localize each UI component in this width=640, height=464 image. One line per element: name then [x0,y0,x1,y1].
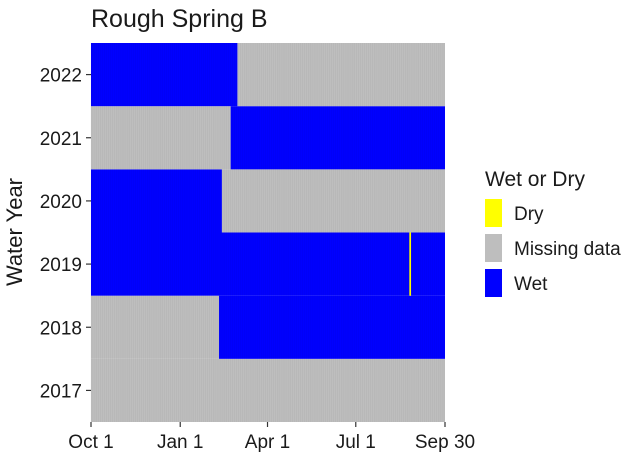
plot-area [90,43,445,422]
cell-2022-wet [91,43,238,107]
x-tick-label-0: Oct 1 [68,432,113,453]
y-axis: 2017 2018 2019 2020 2021 2022 [40,66,91,402]
cell-2018-missing-data [91,295,220,359]
legend-title: Wet or Dry [485,168,585,191]
x-axis: Oct 1 Jan 1 Apr 1 Jul 1 Sep 30 [68,422,475,453]
cell-2019-wet [411,232,445,296]
legend-items: Dry Missing data Wet [485,199,621,297]
cell-2021-wet [230,106,445,170]
cell-2018-wet [219,295,445,359]
x-tick-label-3: Jul 1 [336,432,376,453]
cell-2021-missing-data [91,106,231,170]
cell-2019-wet [91,232,411,296]
legend-label-dry: Dry [514,204,544,225]
cell-texture [90,43,445,422]
y-axis-label: Water Year [2,178,27,286]
cell-2020-missing-data [221,169,445,233]
cell-2022-missing-data [237,43,445,107]
y-tick-label-2019: 2019 [40,255,82,276]
cell-2019-dry [409,232,412,296]
legend: Wet or Dry Dry Missing data Wet [485,168,621,297]
x-tick-label-2: Apr 1 [245,432,290,453]
cell-2017-missing-data [91,358,445,422]
x-tick-label-4: Sep 30 [415,432,475,453]
chart-title: Rough Spring B [91,5,268,33]
y-tick-label-2020: 2020 [40,192,82,213]
legend-swatch-missing-data [485,234,502,262]
legend-swatch-wet [485,269,502,297]
y-tick-label-2022: 2022 [40,66,82,87]
y-tick-label-2021: 2021 [40,129,82,150]
legend-swatch-dry [485,199,502,227]
cell-2020-wet [91,169,222,233]
legend-label-wet: Wet [514,274,548,295]
legend-label-missing-data: Missing data [514,239,621,260]
x-tick-label-1: Jan 1 [157,432,203,453]
y-tick-label-2018: 2018 [40,318,82,339]
y-tick-label-2017: 2017 [40,381,82,402]
